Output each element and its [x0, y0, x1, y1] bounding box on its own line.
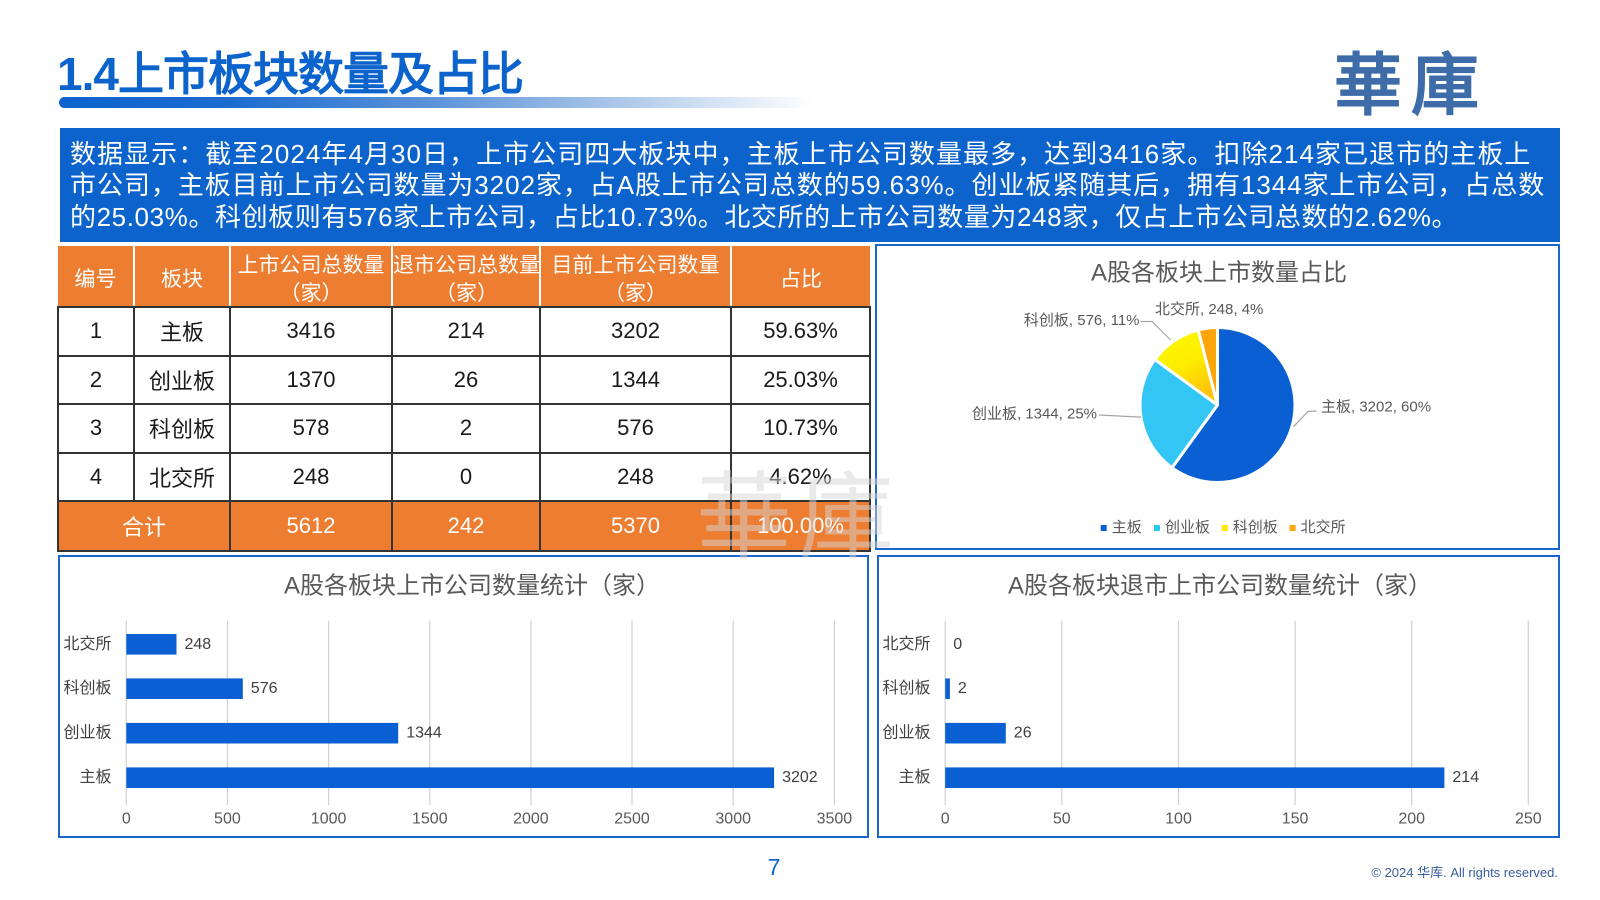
svg-text:创业板, 1344, 25%: 创业板, 1344, 25%: [972, 405, 1097, 423]
svg-text:50: 50: [1053, 811, 1071, 828]
svg-text:3500: 3500: [817, 811, 853, 828]
svg-text:北交所, 248, 4%: 北交所, 248, 4%: [1155, 300, 1263, 318]
svg-text:主板: 主板: [898, 768, 930, 786]
svg-text:3000: 3000: [715, 811, 751, 828]
svg-text:250: 250: [1515, 811, 1542, 828]
svg-text:北交所: 北交所: [63, 635, 111, 653]
svg-text:创业板: 创业板: [882, 724, 930, 742]
svg-text:200: 200: [1398, 811, 1425, 828]
svg-text:科创板, 576, 11%: 科创板, 576, 11%: [1024, 311, 1140, 329]
svg-text:2000: 2000: [513, 811, 549, 828]
svg-text:150: 150: [1282, 811, 1309, 828]
svg-text:0: 0: [941, 811, 950, 828]
svg-text:1344: 1344: [406, 725, 442, 742]
svg-text:2500: 2500: [614, 811, 650, 828]
svg-text:500: 500: [214, 811, 241, 828]
svg-text:A股各板块上市数量占比: A股各板块上市数量占比: [1091, 260, 1347, 287]
svg-text:主板, 3202, 60%: 主板, 3202, 60%: [1321, 398, 1431, 416]
svg-text:214: 214: [1452, 769, 1479, 786]
svg-text:3202: 3202: [782, 769, 818, 786]
svg-text:A股各板块退市上市公司数量统计（家）: A股各板块退市上市公司数量统计（家）: [1008, 573, 1432, 600]
svg-text:科创板: 科创板: [63, 679, 111, 697]
svg-text:1500: 1500: [412, 811, 448, 828]
svg-text:科创板: 科创板: [1233, 518, 1278, 536]
svg-text:创业板: 创业板: [1165, 518, 1210, 536]
svg-text:主板: 主板: [1112, 518, 1142, 536]
svg-text:科创板: 科创板: [882, 679, 930, 697]
svg-text:1000: 1000: [311, 811, 347, 828]
svg-text:0: 0: [122, 811, 131, 828]
svg-text:A股各板块上市公司数量统计（家）: A股各板块上市公司数量统计（家）: [284, 573, 660, 600]
svg-text:576: 576: [251, 680, 278, 697]
svg-text:北交所: 北交所: [882, 635, 930, 653]
svg-text:248: 248: [185, 636, 212, 653]
svg-text:创业板: 创业板: [63, 724, 111, 742]
svg-text:主板: 主板: [79, 768, 111, 786]
svg-text:0: 0: [953, 636, 962, 653]
svg-text:2: 2: [958, 680, 967, 697]
svg-text:北交所: 北交所: [1301, 518, 1346, 536]
svg-text:100: 100: [1165, 811, 1192, 828]
svg-text:26: 26: [1014, 725, 1032, 742]
